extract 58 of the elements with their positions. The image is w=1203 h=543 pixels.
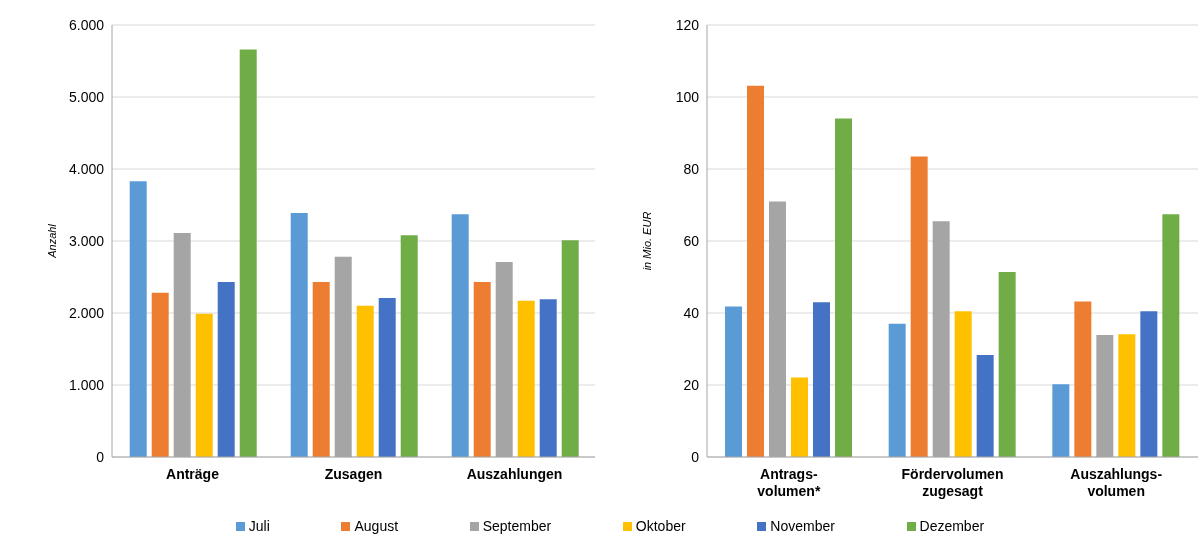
y-tick-label: 0 (691, 448, 700, 465)
bar (151, 292, 169, 457)
legend-label: September (481, 518, 552, 534)
bar (539, 299, 557, 457)
bar (791, 377, 808, 457)
bar (888, 323, 906, 457)
y-tick-label: 100 (675, 88, 700, 105)
bar (312, 282, 330, 457)
bar (998, 271, 1016, 457)
bar (976, 355, 994, 457)
bar (1052, 384, 1070, 457)
bar (290, 212, 308, 457)
y-tick-label: 6.000 (68, 16, 105, 33)
bar (195, 313, 213, 457)
x-tick-label: Antrags- volumen* (757, 466, 821, 499)
bar (835, 118, 852, 457)
bar (747, 85, 764, 457)
y-tick-label: 1.000 (68, 376, 105, 393)
y-tick-label: 120 (675, 16, 700, 33)
bar (129, 181, 147, 457)
y-tick-label: 5.000 (68, 88, 105, 105)
bar (473, 282, 491, 457)
bar (517, 300, 535, 457)
bar (356, 305, 374, 457)
legend-label: Dezember (918, 518, 985, 534)
bar (451, 214, 469, 457)
bar (813, 302, 830, 457)
bar (910, 156, 928, 457)
x-tick-label: Anträge (166, 466, 220, 482)
y-tick-label: 60 (683, 232, 700, 249)
bar (239, 49, 257, 457)
legend-label: Juli (247, 518, 270, 534)
legend-label: November (769, 518, 835, 534)
bar (378, 297, 396, 457)
y-axis-title: in Mio. EUR (640, 211, 653, 271)
x-tick-label: Auszahlungen (466, 466, 563, 482)
y-axis-title: Anzahl (45, 223, 58, 259)
legend-label: Oktober (634, 518, 686, 534)
y-tick-label: 0 (96, 448, 105, 465)
y-tick-label: 2.000 (68, 304, 105, 321)
bar (400, 235, 418, 457)
bar (1140, 311, 1158, 457)
bar (217, 282, 235, 457)
y-tick-label: 4.000 (68, 160, 105, 177)
x-tick-label: Auszahlungs- volumen (1070, 466, 1163, 499)
y-tick-label: 20 (683, 376, 700, 393)
bar (1074, 301, 1092, 457)
x-tick-label: Zusagen (324, 466, 383, 482)
y-tick-label: 40 (683, 304, 700, 321)
bar (1118, 334, 1136, 457)
legend-label: August (353, 518, 399, 534)
y-tick-label: 3.000 (68, 232, 105, 249)
bar (725, 306, 742, 457)
x-tick-label: Fördervolumen zugesagt (901, 466, 1004, 499)
bar (954, 311, 972, 457)
y-tick-label: 80 (683, 160, 700, 177)
bar (561, 240, 579, 457)
bar (1162, 214, 1180, 457)
